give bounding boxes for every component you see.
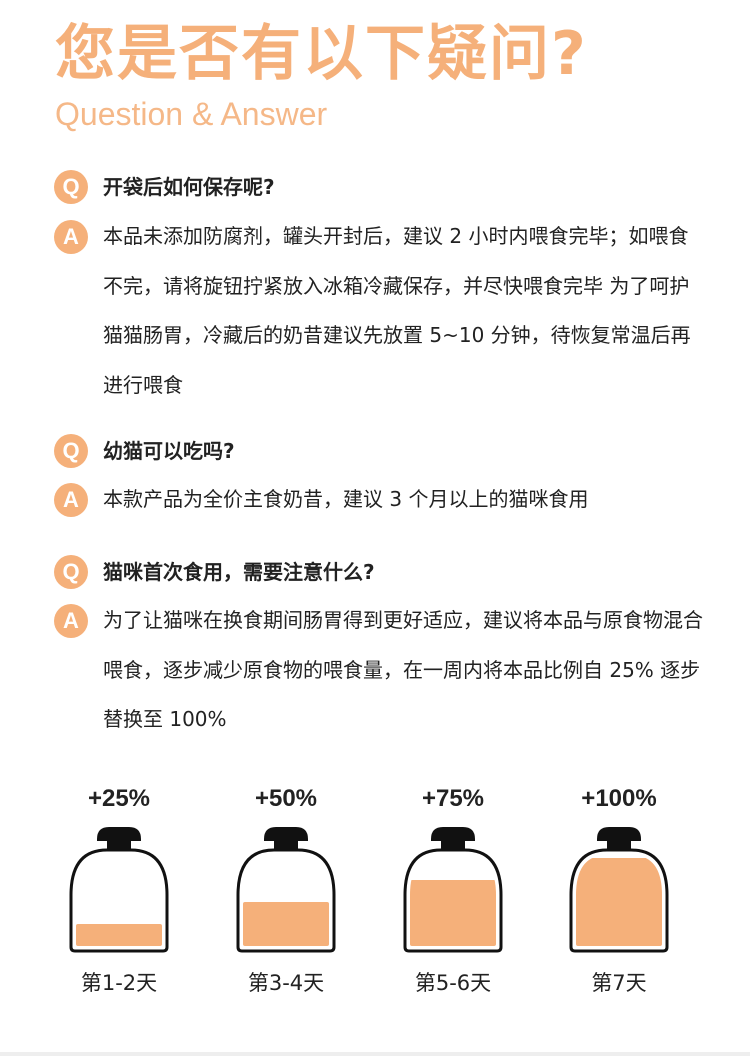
bottle-icon — [569, 827, 669, 953]
bottle-step: +100% 第7天 — [549, 785, 689, 997]
answer-2: A 本款产品为全价主食奶昔，建议 3 个月以上的猫咪食用 — [54, 483, 703, 525]
bottle-icon — [236, 827, 336, 953]
bottle-icon — [403, 827, 503, 953]
answer-text: 为了让猫咪在换食期间肠胃得到更好适应，建议将本品与原食物混合喂食，逐步减少原食物… — [103, 608, 703, 731]
percent-label: +100% — [581, 785, 657, 812]
bottle-fill — [76, 924, 162, 946]
question-text: 幼猫可以吃吗? — [103, 439, 235, 463]
percent-label: +75% — [421, 785, 485, 812]
question-text: 开袋后如何保存呢? — [103, 175, 275, 199]
question-1: Q 开袋后如何保存呢? — [54, 170, 275, 204]
q-badge-icon: Q — [54, 555, 88, 589]
bottle-step: +50% 第3-4天 — [216, 785, 356, 997]
bottle-fill — [410, 880, 496, 946]
percent-label: +50% — [254, 785, 318, 812]
bottle-cap — [264, 827, 308, 850]
bottle-cap — [97, 827, 141, 850]
answer-3: A 为了让猫咪在换食期间肠胃得到更好适应，建议将本品与原食物混合喂食，逐步减少原… — [54, 604, 703, 745]
bottle-step: +75% 第5-6天 — [383, 785, 523, 997]
a-badge-icon: A — [54, 604, 88, 638]
page-title: 您是否有以下疑问? — [55, 19, 588, 89]
bottle-icon — [69, 827, 169, 953]
bottle-step: +25% 第1-2天 — [49, 785, 189, 997]
question-text: 猫咪首次食用，需要注意什么? — [103, 560, 375, 584]
page-subtitle: Question & Answer — [55, 96, 328, 132]
percent-label: +25% — [87, 785, 151, 812]
day-label: 第5-6天 — [414, 971, 492, 995]
answer-text: 本品未添加防腐剂，罐头开封后，建议 2 小时内喂食完毕；如喂食不完，请将旋钮拧紧… — [103, 224, 691, 397]
a-badge-icon: A — [54, 220, 88, 254]
bottle-cap — [597, 827, 641, 850]
answer-1: A 本品未添加防腐剂，罐头开封后，建议 2 小时内喂食完毕；如喂食不完，请将旋钮… — [54, 220, 703, 410]
answer-text: 本款产品为全价主食奶昔，建议 3 个月以上的猫咪食用 — [103, 487, 589, 511]
bottle-fill — [576, 858, 662, 946]
q-badge-icon: Q — [54, 170, 88, 204]
question-3: Q 猫咪首次食用，需要注意什么? — [54, 555, 375, 589]
bottle-cap — [431, 827, 475, 850]
day-label: 第1-2天 — [80, 971, 158, 995]
bottle-fill — [243, 902, 329, 946]
question-2: Q 幼猫可以吃吗? — [54, 434, 235, 468]
footer-divider — [0, 1052, 750, 1056]
day-label: 第7天 — [591, 971, 647, 995]
day-label: 第3-4天 — [247, 971, 325, 995]
a-badge-icon: A — [54, 483, 88, 517]
q-badge-icon: Q — [54, 434, 88, 468]
